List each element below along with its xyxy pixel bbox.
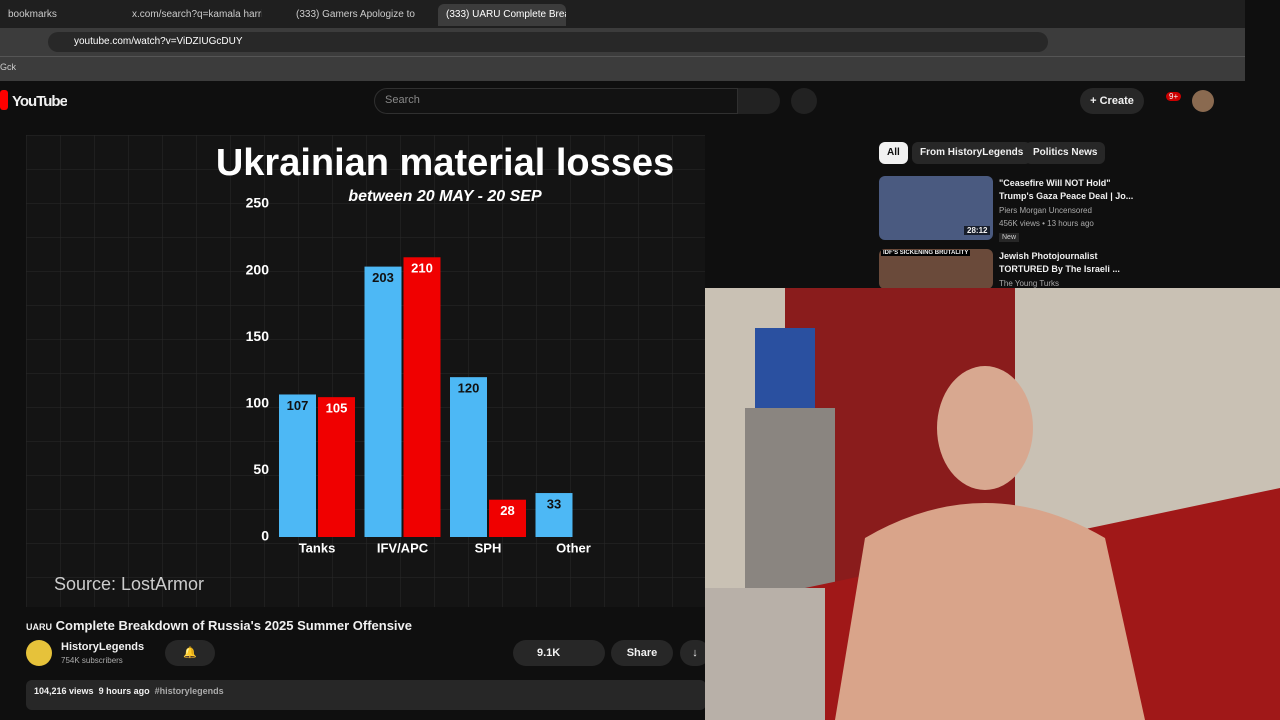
value-label: 28 [500,503,514,518]
y-tick-label: 100 [246,395,270,411]
x-tick-label: Other [556,540,591,555]
x-tick-label: IFV/APC [377,540,429,555]
bar [403,257,441,537]
bar [450,377,487,537]
y-tick-label: 50 [253,461,269,477]
channel-name[interactable]: HistoryLegends [61,641,145,653]
chart-subtitle: between 20 MAY - 20 SEP [348,188,542,205]
rec-title[interactable]: Jewish Photojournalist TORTURED By The I… [999,251,1120,274]
avatar[interactable] [1192,90,1214,112]
y-tick-label: 0 [261,528,269,544]
y-tick-label: 150 [246,328,270,344]
logo-icon [0,90,8,110]
age: 9 hours ago [98,686,150,696]
bookmark[interactable]: Gck [0,62,17,72]
title-text: Complete Breakdown of Russia's 2025 Summ… [55,618,413,633]
create-label: Create [1099,95,1134,107]
share-label: Share [626,647,658,659]
logo[interactable]: YouTube [12,93,67,110]
tab-bar [0,0,1245,28]
y-tick-label: 250 [246,195,270,211]
head [937,366,1033,490]
search-button[interactable] [738,88,780,114]
bar [318,397,355,537]
like-button[interactable]: 9.1K [513,640,605,666]
webcam-overlay [705,288,1280,720]
value-label: 105 [326,401,348,416]
chip[interactable]: All [879,142,908,164]
fridge [745,408,835,588]
value-label: 107 [287,398,309,413]
chart-title: Ukrainian material losses [216,142,674,184]
y-tick-label: 200 [246,261,270,277]
tab[interactable]: (333) UARU Complete Breakd [438,4,566,26]
subscribers: 754K subscribers [61,656,123,665]
value-label: 120 [458,381,480,396]
duration: 28:12 [964,226,991,235]
tab[interactable]: x.com/search?q=kamala harris [132,9,262,20]
bookmarks-bar [0,56,1245,81]
bar [535,493,573,537]
share-button[interactable]: Share [611,640,673,666]
bar [279,394,316,537]
box [755,328,815,408]
video-chart[interactable]: Ukrainian material losses between 20 MAY… [26,135,705,607]
search-box[interactable] [374,88,738,114]
mic-button[interactable] [791,88,817,114]
description-box[interactable] [26,680,706,710]
channel-avatar[interactable] [26,640,52,666]
rec-title[interactable]: "Ceasefire Will NOT Hold" Trump's Gaza P… [999,178,1134,201]
video-stats: 104,216 views 9 hours ago #historylegend… [34,686,224,696]
like-count: 9.1K [537,647,561,659]
rec-meta: 456K views • 13 hours ago [999,219,1094,228]
chip[interactable]: From HistoryLegends [912,142,1032,164]
title-badge: UARU [26,622,52,632]
floor [705,588,825,720]
bar [364,266,402,537]
source: Source: LostArmor [54,574,204,594]
bar [489,499,526,537]
value-label: 210 [411,261,433,276]
notification-badge[interactable]: 9+ [1166,92,1182,101]
thumb-text: IDF'S SICKENING BRUTALITY [881,250,971,256]
rec-channel: Piers Morgan Uncensored [999,206,1092,215]
tab[interactable]: bookmarks [8,9,57,20]
x-tick-label: Tanks [299,540,336,555]
rec-channel: The Young Turks [999,279,1060,288]
video-title: UARU Complete Breakdown of Russia's 2025… [26,618,412,633]
address-bar[interactable] [48,32,1048,52]
url: youtube.com/watch?v=ViDZIUGcDUY [74,36,243,47]
value-label: 33 [547,496,561,511]
hashtag[interactable]: #historylegends [154,686,224,696]
views: 104,216 views [34,686,94,696]
subscribe-bell[interactable]: 🔔 [165,640,215,666]
new-badge: New [999,233,1020,242]
tab[interactable]: (333) Gamers Apologize to For [296,9,416,20]
create-button[interactable]: + Create [1080,88,1144,114]
value-label: 203 [372,270,394,285]
chip[interactable]: Politics News [1025,142,1106,164]
torso [835,503,1145,720]
x-tick-label: SPH [475,540,502,555]
search-placeholder: Search [385,94,420,106]
